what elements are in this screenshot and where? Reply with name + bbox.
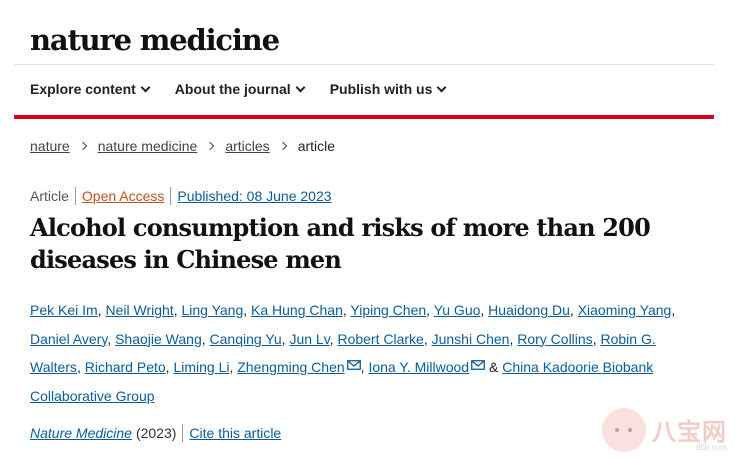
journal-name-link[interactable]: Nature Medicine (30, 425, 132, 441)
nav-about-the-journal[interactable]: About the journal (174, 79, 306, 99)
header-divider (14, 64, 714, 65)
author-link[interactable]: Robin G. Walters (30, 330, 656, 376)
article-type: Article (30, 188, 69, 204)
author-link[interactable]: Ling Yang (181, 302, 244, 318)
cite-this-article-link[interactable]: Cite this article (189, 425, 282, 441)
header-accent-rule (14, 115, 714, 119)
author-list: Pek Kei Im, Neil Wright, Ling Yang, Ka H… (30, 302, 676, 404)
watermark-url: 8bb.com (696, 443, 727, 452)
author-link[interactable]: Zhengming Chen (237, 359, 345, 375)
author-link[interactable]: Junshi Chen (431, 330, 510, 347)
nav-explore-content-label: Explore content (30, 81, 136, 97)
article-meta: Article Open Access Published: 08 June 2… (30, 186, 332, 206)
author-link[interactable]: Jun Lv (289, 330, 330, 347)
open-access-link[interactable]: Open Access (81, 188, 165, 204)
article-title: Alcohol consumption and risks of more th… (30, 213, 651, 274)
mascot-eye (615, 428, 619, 432)
author-link[interactable]: Neil Wright (105, 302, 174, 318)
nav-publish-with-us-label: Publish with us (329, 81, 433, 97)
breadcrumb-current: article (297, 138, 336, 154)
meta-separator (74, 187, 76, 205)
chevron-down-icon (295, 82, 306, 92)
mail-icon[interactable] (346, 360, 361, 371)
author-link[interactable]: Richard Peto (84, 359, 166, 375)
nav-about-the-journal-label: About the journal (174, 81, 291, 97)
breadcrumb-link-nature-medicine[interactable]: nature medicine (97, 138, 198, 154)
meta-separator (170, 187, 172, 205)
chevron-right-icon (206, 141, 215, 151)
nav-explore-content[interactable]: Explore content (30, 79, 151, 99)
author-link[interactable]: Iona Y. Millwood (368, 359, 470, 375)
meta-separator (182, 424, 184, 442)
watermark-mascot-icon (602, 408, 646, 452)
author-link[interactable]: Xiaoming Yang (577, 302, 672, 318)
author-link[interactable]: Yiping Chen (350, 302, 427, 318)
mail-icon[interactable] (471, 360, 486, 371)
breadcrumb-link-articles[interactable]: articles (225, 138, 270, 154)
journal-citation: Nature Medicine (2023) Cite this article (30, 423, 281, 443)
mascot-eye (628, 428, 632, 432)
nav-publish-with-us[interactable]: Publish with us (329, 79, 447, 99)
author-link[interactable]: Yu Guo (433, 302, 481, 318)
watermark: 八宝网 8bb.com (602, 408, 734, 456)
breadcrumb: nature nature medicine articles article (30, 136, 335, 156)
author-link[interactable]: Daniel Avery (30, 330, 108, 347)
author-link[interactable]: Shaojie Wang (115, 330, 202, 347)
published-date-link[interactable]: Published: 08 June 2023 (177, 188, 332, 204)
journal-year: (2023) (135, 425, 177, 441)
chevron-right-icon (278, 141, 287, 151)
watermark-text: 八宝网 (652, 418, 727, 446)
author-link[interactable]: Rory Collins (517, 330, 593, 347)
author-link[interactable]: Liming Li (173, 359, 230, 375)
chevron-right-icon (78, 141, 87, 151)
site-logo[interactable]: nature medicine (30, 23, 280, 57)
breadcrumb-link-nature[interactable]: nature (30, 138, 70, 154)
author-link[interactable]: Ka Hung Chan (251, 302, 343, 318)
author-link[interactable]: Canqing Yu (209, 330, 282, 347)
main-nav: Explore content About the journal Publis… (30, 79, 447, 99)
author-link[interactable]: Robert Clarke (337, 330, 424, 347)
author-link[interactable]: Huaidong Du (488, 302, 570, 318)
author-ampersand: & (489, 359, 499, 375)
author-link-group[interactable]: China Kadoorie Biobank Collaborative Gro… (30, 359, 654, 404)
chevron-down-icon (436, 82, 447, 92)
author-link[interactable]: Pek Kei Im (30, 302, 98, 318)
chevron-down-icon (140, 82, 151, 92)
